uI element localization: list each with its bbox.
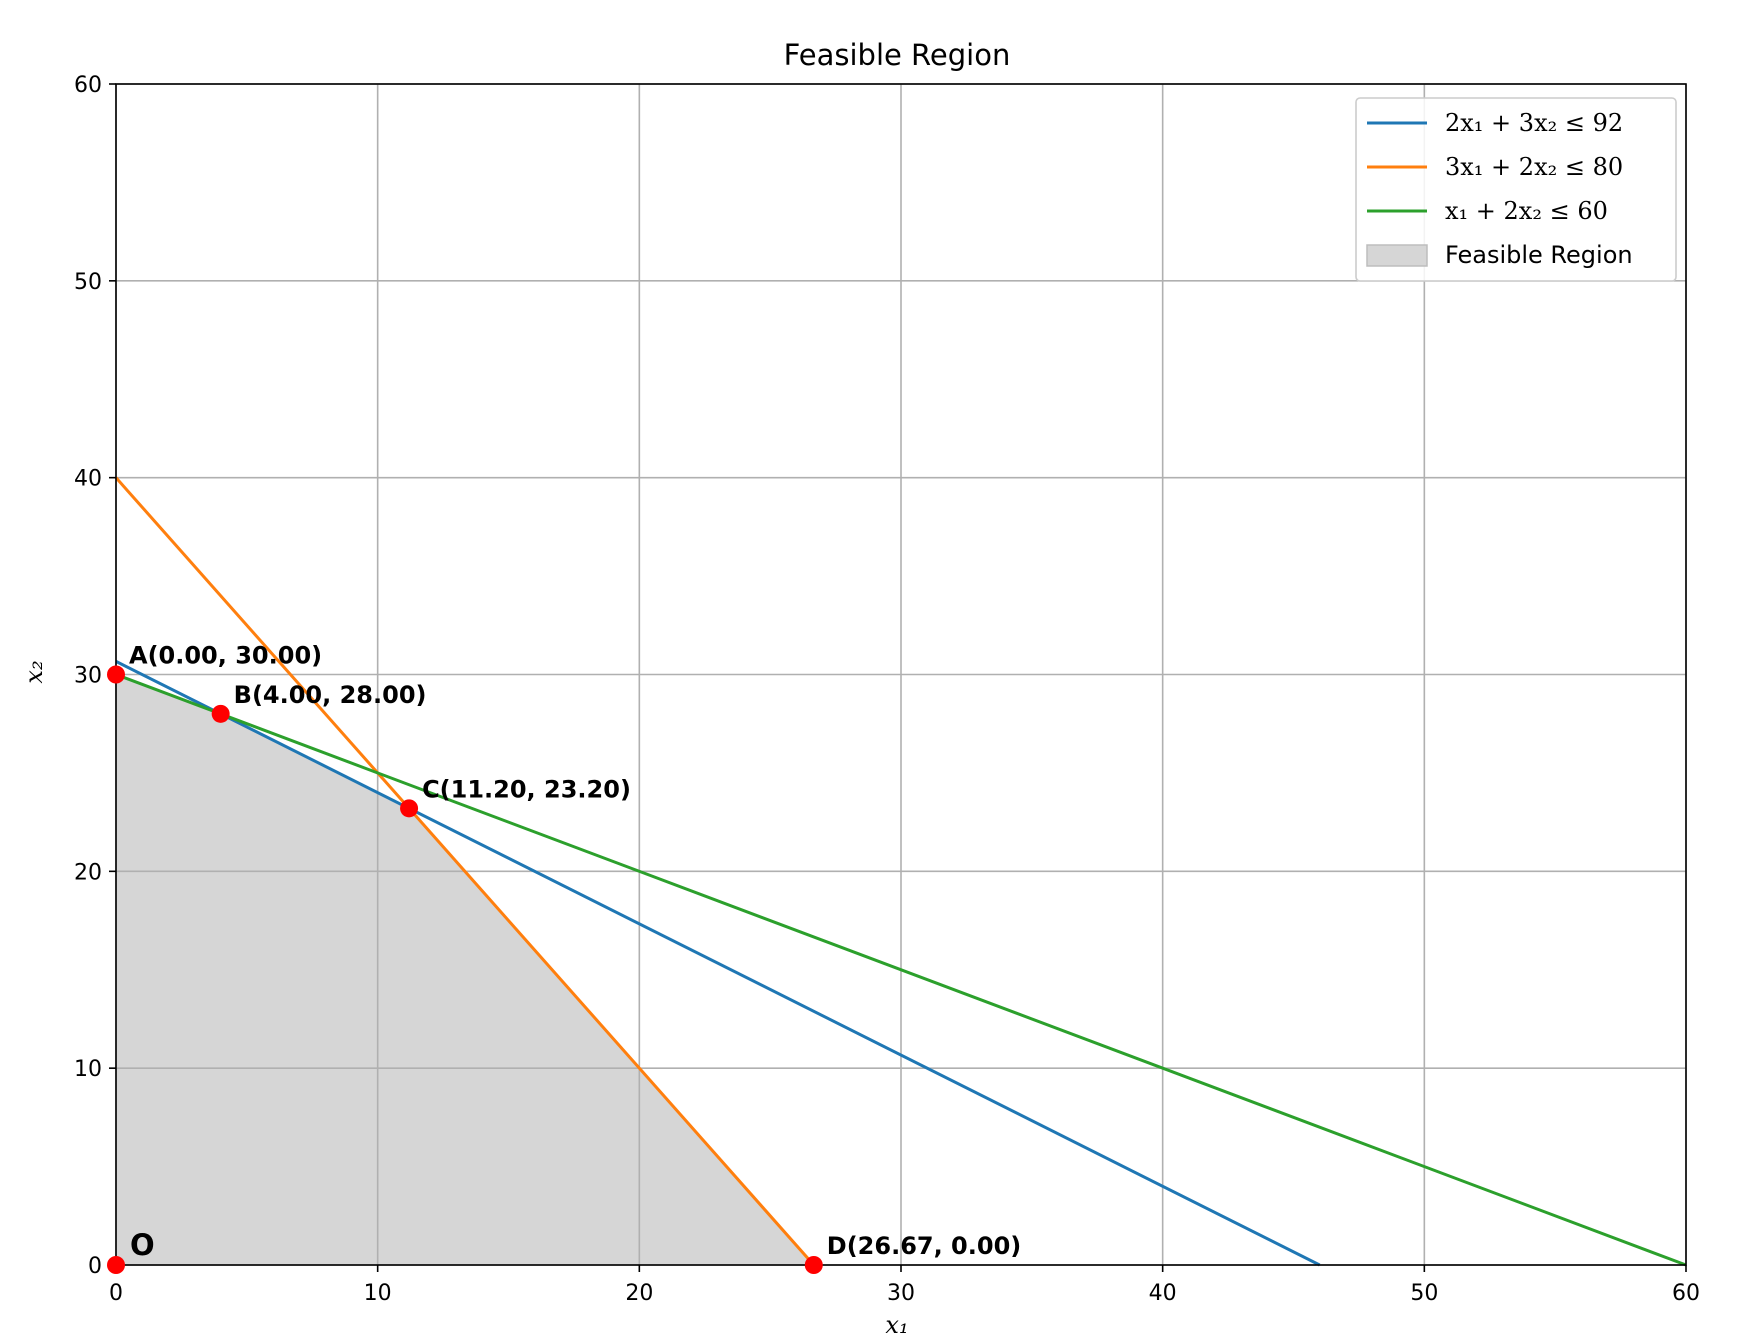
- constraint-line-2: [114, 476, 815, 1266]
- corner-point-2: [211, 704, 230, 723]
- y-tick-label: 30: [74, 664, 102, 689]
- y-tick-label: 40: [74, 467, 102, 492]
- legend-label-3: x₁ + 2x₂ ≤ 60: [1445, 197, 1608, 225]
- corner-point-label-2: B(4.00, 28.00): [234, 681, 427, 709]
- y-tick-label: 0: [88, 1254, 102, 1279]
- x-tick-label: 40: [1149, 1281, 1177, 1306]
- x-tick-label: 60: [1672, 1281, 1700, 1306]
- legend-label-1: 2x₁ + 3x₂ ≤ 92: [1445, 109, 1623, 137]
- legend: 2x₁ + 3x₂ ≤ 92 3x₁ + 2x₂ ≤ 80 x₁ + 2x₂ ≤ 6…: [1355, 97, 1677, 282]
- legend-label-region: Feasible Region: [1445, 241, 1633, 269]
- x-axis-label: x₁: [885, 1311, 908, 1336]
- y-tick-label: 50: [74, 270, 102, 295]
- x-tick-label: 0: [109, 1281, 123, 1306]
- x-tick-label: 10: [364, 1281, 392, 1306]
- constraint-line-3: [115, 673, 1687, 1267]
- corner-point-4: [804, 1256, 823, 1274]
- corner-point-label-3: C(11.20, 23.20): [422, 775, 631, 803]
- legend-swatch-region: [1366, 244, 1428, 267]
- x-tick-label: 50: [1410, 1281, 1438, 1306]
- legend-box: [1355, 97, 1677, 282]
- y-axis-label: x₂: [20, 660, 48, 683]
- corner-point-1: [107, 665, 125, 684]
- corner-point-label-5: O: [130, 1228, 155, 1262]
- y-tick-label: 60: [74, 73, 102, 98]
- chart-title: Feasible Region: [784, 38, 1011, 72]
- corner-point-3: [400, 799, 419, 818]
- y-tick-label: 20: [74, 860, 102, 885]
- y-tick-label: 10: [74, 1057, 102, 1082]
- corner-point-label-1: A(0.00, 30.00): [129, 642, 322, 670]
- legend-label-2: 3x₁ + 2x₂ ≤ 80: [1445, 153, 1623, 181]
- x-tick-label: 20: [625, 1281, 653, 1306]
- corner-point-label-4: D(26.67, 0.00): [827, 1232, 1021, 1260]
- x-tick-label: 30: [887, 1281, 915, 1306]
- constraint-line-1: [115, 660, 1321, 1267]
- corner-point-5: [107, 1256, 125, 1274]
